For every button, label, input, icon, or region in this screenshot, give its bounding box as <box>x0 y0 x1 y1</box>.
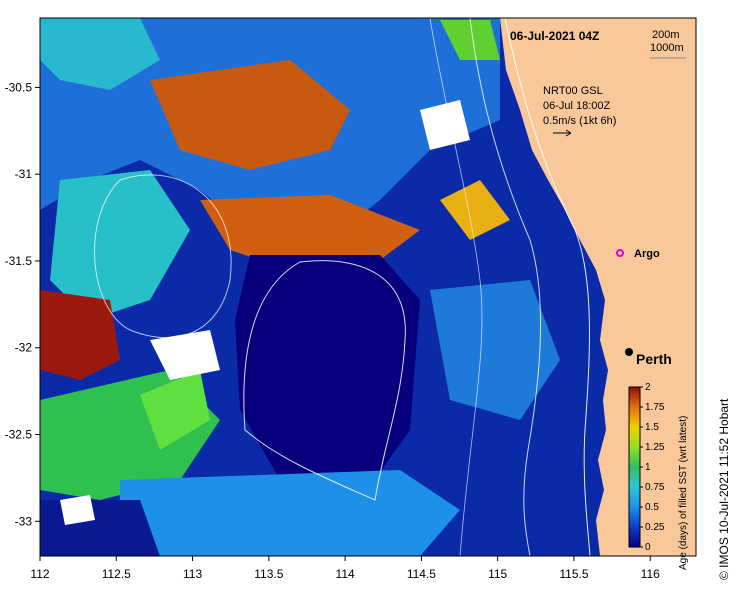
x-tick-label: 112 <box>30 567 49 581</box>
sst-patch-dark-sw <box>40 500 160 556</box>
colorbar-title: Age (days) of filled SST (wrt latest) <box>678 416 689 570</box>
contour-deep <box>429 18 483 556</box>
x-tick-label: 115.5 <box>559 567 588 581</box>
sst-patch-yellow <box>440 180 510 240</box>
map-plot-area <box>40 18 696 556</box>
current-source-label: NRT00 GSL <box>543 85 603 97</box>
y-tick-label: -30.5 <box>5 80 33 94</box>
colorbar-tick-label: 1.25 <box>645 442 665 453</box>
x-tick-label: 112.5 <box>102 567 131 581</box>
y-tick-label: -33 <box>15 514 33 528</box>
colorbar-tick-label: 1.75 <box>645 402 665 413</box>
x-tick-label: 113.5 <box>254 567 283 581</box>
argo-float-icon <box>616 249 624 257</box>
land-mass <box>500 18 696 556</box>
current-scale-label: 0.5m/s (1kt 6h) <box>543 115 616 127</box>
sst-patch-cyan-nw <box>40 18 160 90</box>
bathymetry-legend-1000m: 1000m <box>650 42 684 54</box>
y-tick-label: -32 <box>15 341 33 355</box>
x-tick-label: 113 <box>183 567 202 581</box>
perth-marker: Perth <box>625 348 672 367</box>
colorbar-tick-label: 0.75 <box>645 482 665 493</box>
x-tick-label: 116 <box>641 567 660 581</box>
missing-data-patch <box>60 495 95 525</box>
x-tick-label: 115 <box>488 567 507 581</box>
current-info: NRT00 GSL 06-Jul 18:00Z 0.5m/s (1kt 6h) <box>543 85 616 137</box>
perth-label: Perth <box>636 351 672 367</box>
colorbar-tick-label: 0.25 <box>645 522 665 533</box>
colorbar-tick-label: 1 <box>645 462 651 473</box>
sst-patch-deep-blue-core <box>235 255 420 500</box>
map-title: 06-Jul-2021 04Z <box>510 29 599 43</box>
colorbar-tick-label: 0.5 <box>645 502 659 513</box>
contour-1000m <box>469 18 542 556</box>
argo-marker: Argo <box>616 248 660 260</box>
colorbar-ticks: 0 0.25 0.5 0.75 1 1.25 1.5 1.75 2 <box>640 382 665 553</box>
y-axis: -30.5 -31 -31.5 -32 -32.5 -33 <box>5 80 40 528</box>
x-tick-label: 114.5 <box>407 567 436 581</box>
argo-label: Argo <box>634 248 660 260</box>
missing-data-patch <box>420 100 470 150</box>
current-time-label: 06-Jul 18:00Z <box>543 100 611 112</box>
y-tick-label: -32.5 <box>5 428 33 442</box>
eddy-contour <box>243 260 406 501</box>
perth-dot-icon <box>625 348 633 356</box>
eddy-contour-west <box>94 174 232 339</box>
plot-frame <box>39 17 697 557</box>
bathymetry-legend-200m: 200m <box>652 29 680 41</box>
sst-patch-green-north <box>440 20 500 60</box>
contour-200m <box>504 18 591 556</box>
colorbar: 0 0.25 0.5 0.75 1 1.25 1.5 1.75 2 Age (days) of … <box>628 382 689 570</box>
colorbar-tick-label: 0 <box>645 542 651 553</box>
x-tick-label: 114 <box>336 567 355 581</box>
sst-patch-blue-east <box>430 280 560 420</box>
colorbar-ramp <box>628 386 641 548</box>
colorbar-tick-label: 2 <box>645 382 651 393</box>
y-tick-label: -31.5 <box>5 254 33 268</box>
current-scale-arrowhead <box>565 129 572 137</box>
sst-patch-bright-green <box>140 370 210 450</box>
sst-patch-red-west <box>40 290 120 380</box>
colorbar-tick-label: 1.5 <box>645 422 659 433</box>
y-tick-label: -31 <box>15 167 33 181</box>
sst-patch-light-blue-south <box>120 470 460 556</box>
bathymetry-legend: 200m 1000m <box>650 29 686 59</box>
x-axis: 112 112.5 113 113.5 114 114.5 115 115.5 116 <box>30 556 660 581</box>
imos-credit: © IMOS 10-Jul-2021 11:52 Hobart <box>717 398 731 580</box>
sst-patch-cyan-west <box>50 170 190 320</box>
sst-patch-orange-north <box>150 60 350 170</box>
missing-data-patch <box>150 330 220 380</box>
sst-patch-orange-band <box>200 195 420 270</box>
